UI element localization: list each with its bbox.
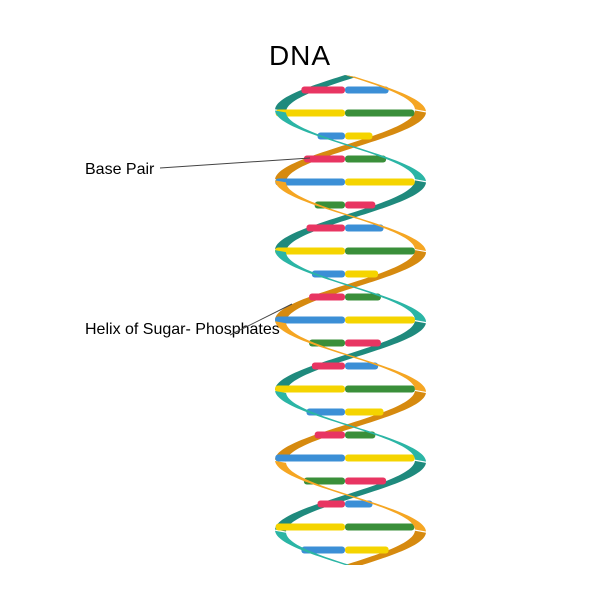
base-pair-rung xyxy=(276,524,415,531)
helix-strand-segment xyxy=(275,111,426,182)
base-pair-rung xyxy=(304,156,386,163)
base-pair-rung xyxy=(317,501,372,508)
label-helix: Helix of Sugar- Phosphates xyxy=(85,320,280,341)
base-pair-rung xyxy=(276,110,415,117)
base-pair-rung xyxy=(301,87,388,94)
page-title: DNA xyxy=(269,40,331,72)
base-pair-rung xyxy=(275,248,415,255)
base-pair-rung xyxy=(306,225,383,232)
label-base-pair: Base Pair xyxy=(85,160,154,181)
base-pair-rung xyxy=(301,547,388,554)
base-pair-rung xyxy=(275,386,415,393)
base-pair-rung xyxy=(275,317,415,324)
dna-diagram xyxy=(255,75,435,565)
base-pair-rung xyxy=(304,478,386,485)
helix-strand-segment xyxy=(275,461,426,532)
helix-strand-segment xyxy=(275,321,426,392)
helix-strand-segment xyxy=(275,250,426,322)
base-pair-rung xyxy=(275,179,414,186)
base-pair-rung xyxy=(315,432,376,439)
base-pair-rung xyxy=(275,455,414,462)
base-pair-rung xyxy=(309,294,381,301)
helix-strand-segment xyxy=(275,180,426,251)
base-pair-rung xyxy=(312,363,378,370)
helix-strand-segment xyxy=(275,391,426,462)
